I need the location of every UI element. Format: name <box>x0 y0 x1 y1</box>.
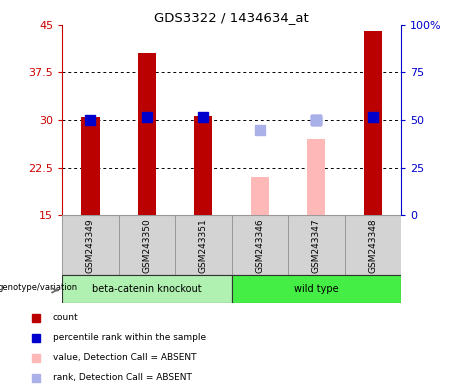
Bar <box>307 139 325 215</box>
Bar <box>62 215 118 275</box>
Text: GSM243347: GSM243347 <box>312 218 321 273</box>
Text: genotype/variation: genotype/variation <box>0 283 77 292</box>
Text: wild type: wild type <box>294 284 339 294</box>
Bar <box>344 215 401 275</box>
Bar <box>82 117 100 215</box>
Bar <box>288 215 344 275</box>
Text: percentile rank within the sample: percentile rank within the sample <box>53 333 206 342</box>
Text: count: count <box>53 313 78 323</box>
Text: beta-catenin knockout: beta-catenin knockout <box>92 284 202 294</box>
Text: GSM243348: GSM243348 <box>368 218 378 273</box>
Text: value, Detection Call = ABSENT: value, Detection Call = ABSENT <box>53 353 196 362</box>
Bar <box>118 215 175 275</box>
Text: GSM243351: GSM243351 <box>199 218 208 273</box>
Text: GSM243350: GSM243350 <box>142 218 152 273</box>
Bar <box>251 177 269 215</box>
Bar <box>62 275 231 303</box>
Bar <box>364 31 382 215</box>
Bar <box>195 116 213 215</box>
Bar <box>231 215 288 275</box>
Text: GSM243349: GSM243349 <box>86 218 95 273</box>
Text: GSM243346: GSM243346 <box>255 218 265 273</box>
Bar <box>307 139 325 215</box>
Bar <box>175 215 231 275</box>
Bar <box>138 53 156 215</box>
Text: rank, Detection Call = ABSENT: rank, Detection Call = ABSENT <box>53 373 192 382</box>
Bar <box>231 275 401 303</box>
Title: GDS3322 / 1434634_at: GDS3322 / 1434634_at <box>154 11 309 24</box>
